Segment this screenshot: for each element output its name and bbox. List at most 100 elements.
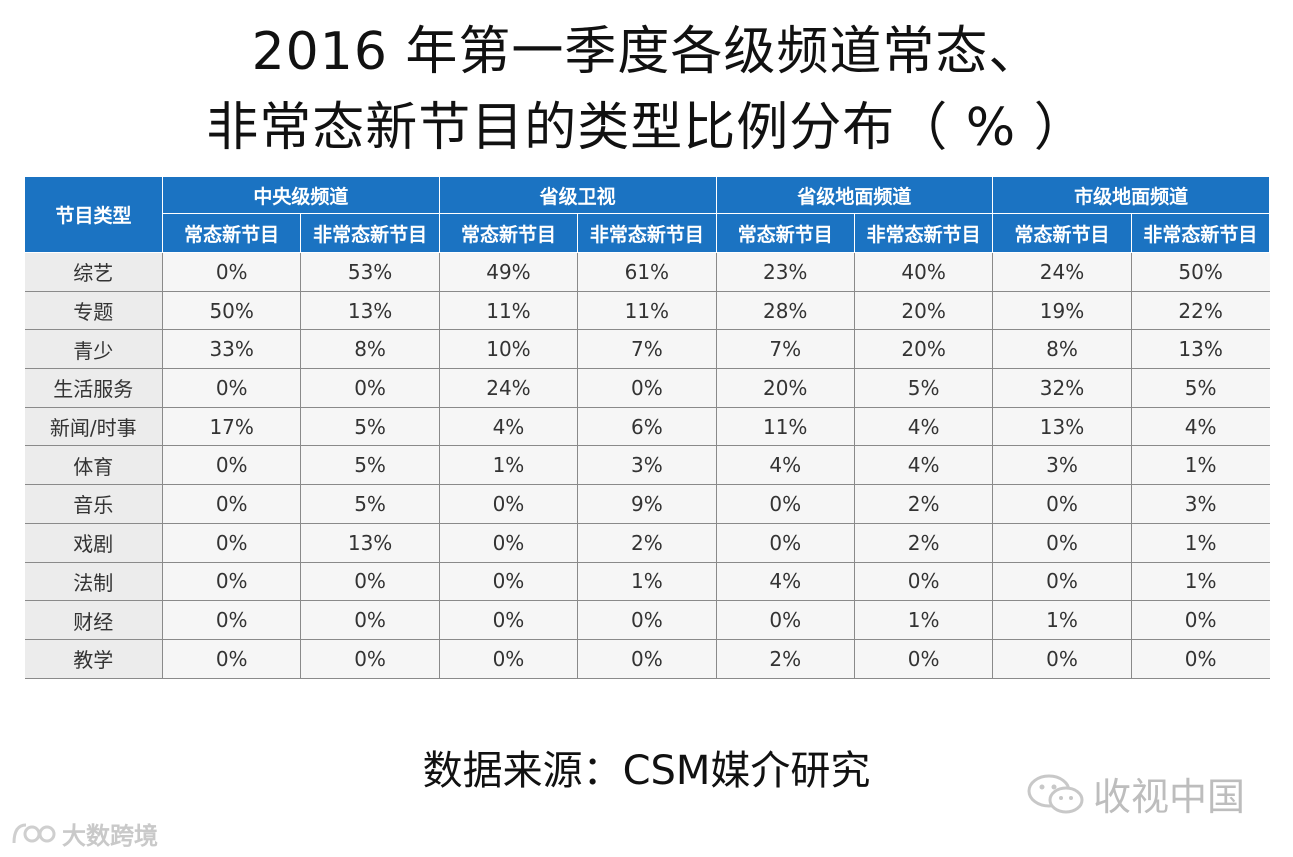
table-cell: 5% (854, 368, 994, 408)
table-cell: 28% (716, 291, 855, 331)
table-cell: 0% (439, 600, 579, 640)
table-cell: 10% (439, 329, 579, 370)
row-category: 法制 (24, 562, 163, 602)
table-cell: 4% (716, 445, 855, 486)
row-category: 财经 (24, 600, 163, 640)
sub-header: 常态新节目 (715, 213, 855, 253)
row-category: 生活服务 (24, 368, 163, 408)
table-cell: 3% (992, 445, 1132, 486)
table-cell: 0% (992, 562, 1132, 602)
table-row: 音乐 0% 5% 0% 9% 0% 2% 0% 3% (24, 484, 1270, 524)
table-cell: 24% (992, 252, 1132, 292)
table-cell: 0% (1131, 600, 1270, 640)
brand-logo-icon (12, 823, 56, 843)
table-cell: 20% (716, 368, 855, 408)
sub-header: 非常态新节目 (300, 213, 440, 253)
table-cell: 0% (577, 639, 717, 679)
table-cell: 23% (716, 252, 855, 292)
table-cell: 20% (854, 291, 994, 331)
row-category: 音乐 (24, 484, 163, 524)
table-cell: 2% (716, 639, 855, 679)
table-cell: 8% (992, 329, 1132, 370)
table-cell: 5% (300, 484, 440, 524)
table-cell: 4% (854, 407, 994, 447)
table-cell: 5% (1131, 368, 1270, 408)
table-cell: 0% (577, 600, 717, 640)
row-category: 青少 (24, 329, 163, 370)
table-cell: 7% (577, 329, 717, 370)
group-header: 市级地面频道 (992, 176, 1271, 214)
table-cell: 53% (300, 252, 440, 292)
table-row: 戏剧 0% 13% 0% 2% 0% 2% 0% 1% (24, 523, 1270, 563)
table-cell: 40% (854, 252, 994, 292)
sub-header: 非常态新节目 (1130, 213, 1271, 253)
table-row: 法制 0% 0% 0% 1% 4% 0% 0% 1% (24, 562, 1270, 602)
table-cell: 13% (992, 407, 1132, 447)
table-cell: 0% (162, 252, 302, 292)
table-cell: 13% (300, 291, 440, 331)
table-cell: 2% (854, 484, 994, 524)
data-table: 节目类型 中央级频道 省级卫视 省级地面频道 市级地面频道 常态新节目 非常态新… (24, 176, 1271, 679)
table-body: 综艺 0% 53% 49% 61% 23% 40% 24% 50% 专题 50% 13% 11% 11% 2… (24, 252, 1270, 679)
table-cell: 4% (1131, 407, 1270, 447)
table-cell: 5% (300, 407, 440, 447)
table-cell: 0% (992, 639, 1132, 679)
table-cell: 2% (577, 523, 717, 563)
sub-header: 常态新节目 (992, 213, 1132, 253)
page-title-line-2: 非常态新节目的类型比例分布（ % ） (206, 98, 1087, 158)
table-cell: 61% (577, 252, 717, 292)
table-cell: 0% (577, 368, 717, 408)
table-cell: 3% (1131, 484, 1270, 524)
table-cell: 0% (162, 523, 302, 563)
table-cell: 0% (300, 368, 440, 408)
table-cell: 9% (577, 484, 717, 524)
table-cell: 11% (577, 291, 717, 331)
sub-header: 常态新节目 (438, 213, 579, 253)
table-cell: 11% (716, 407, 855, 447)
table-cell: 4% (716, 562, 855, 602)
page-title-line-1: 2016 年第一季度各级频道常态、 (251, 22, 1042, 82)
table-cell: 6% (577, 407, 717, 447)
row-category: 体育 (24, 445, 163, 486)
group-header: 省级卫视 (438, 176, 717, 214)
sub-header: 非常态新节目 (577, 213, 717, 253)
group-header: 中央级频道 (162, 176, 440, 214)
table-cell: 2% (854, 523, 994, 563)
table-cell: 50% (162, 291, 302, 331)
wechat-icon (1027, 774, 1084, 813)
table-cell: 0% (439, 484, 579, 524)
sub-header: 非常态新节目 (853, 213, 994, 253)
table-row: 专题 50% 13% 11% 11% 28% 20% 19% 22% (24, 291, 1270, 331)
row-category: 专题 (24, 291, 163, 331)
table-cell: 0% (162, 445, 302, 486)
row-category: 戏剧 (24, 523, 163, 563)
watermark-left-text: 大数跨境 (62, 822, 158, 850)
group-header: 省级地面频道 (715, 176, 994, 214)
table-cell: 0% (1131, 639, 1270, 679)
table-cell: 0% (439, 523, 579, 563)
table-cell: 0% (716, 523, 855, 563)
table-cell: 13% (300, 523, 440, 563)
table-cell: 8% (300, 329, 440, 370)
table-cell: 0% (854, 639, 994, 679)
table-row: 青少 33% 8% 10% 7% 7% 20% 8% 13% (24, 329, 1270, 370)
table-cell: 32% (992, 368, 1132, 408)
table-cell: 1% (1131, 445, 1270, 486)
table-cell: 13% (1131, 329, 1270, 370)
watermark-right: 收视中国 (1025, 766, 1245, 821)
table-cell: 0% (162, 600, 302, 640)
table-cell: 1% (439, 445, 579, 486)
table-cell: 20% (854, 329, 994, 370)
corner-header: 节目类型 (24, 176, 163, 253)
table-cell: 33% (162, 329, 302, 370)
table-row: 教学 0% 0% 0% 0% 2% 0% 0% 0% (24, 639, 1270, 679)
table-cell: 0% (162, 368, 302, 408)
table-row: 新闻/时事 17% 5% 4% 6% 11% 4% 13% 4% (24, 407, 1270, 447)
table-cell: 0% (992, 523, 1132, 563)
table-cell: 4% (439, 407, 579, 447)
table-cell: 0% (162, 562, 302, 602)
row-category: 教学 (24, 639, 163, 679)
table-row: 生活服务 0% 0% 24% 0% 20% 5% 32% 5% (24, 368, 1270, 408)
table-cell: 0% (300, 600, 440, 640)
table-cell: 0% (854, 562, 994, 602)
